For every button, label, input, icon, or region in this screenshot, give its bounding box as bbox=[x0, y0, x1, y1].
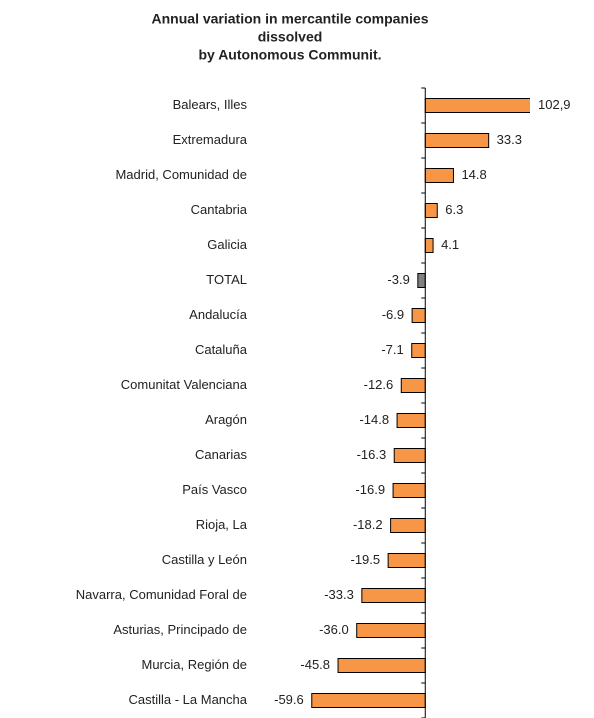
value-label: -7.1 bbox=[381, 342, 403, 357]
value-label: 102,9 bbox=[538, 97, 571, 112]
value-label: 33.3 bbox=[497, 132, 522, 147]
value-label: -33.3 bbox=[324, 587, 354, 602]
value-label: -59.6 bbox=[274, 692, 304, 707]
y-tick-label: Rioja, La bbox=[196, 517, 248, 532]
value-label: 14.8 bbox=[461, 167, 486, 182]
chart-title: by Autonomous Communit. bbox=[198, 47, 381, 63]
y-tick-label: Cataluña bbox=[195, 342, 248, 357]
y-tick-label: Galicia bbox=[207, 237, 248, 252]
bar bbox=[387, 553, 426, 568]
y-tick-label: Extremadura bbox=[173, 132, 248, 147]
y-tick-label: Aragón bbox=[205, 412, 247, 427]
value-label: -16.3 bbox=[357, 447, 387, 462]
bar bbox=[356, 623, 426, 638]
bar bbox=[390, 518, 426, 533]
bar bbox=[392, 483, 426, 498]
value-label: -36.0 bbox=[319, 622, 349, 637]
y-tick-label: País Vasco bbox=[182, 482, 247, 497]
value-label: 4.1 bbox=[441, 237, 459, 252]
bar bbox=[411, 308, 426, 323]
bar bbox=[424, 168, 454, 183]
value-label: -18.2 bbox=[353, 517, 383, 532]
chart-title: dissolved bbox=[258, 29, 323, 45]
y-tick-label: Cantabria bbox=[191, 202, 248, 217]
value-label: 6.3 bbox=[445, 202, 463, 217]
plot-area bbox=[311, 98, 530, 708]
value-label: -16.9 bbox=[355, 482, 385, 497]
y-tick-label: Murcia, Región de bbox=[142, 657, 248, 672]
y-tick-label: TOTAL bbox=[206, 272, 247, 287]
y-tick-label: Balears, Illes bbox=[173, 97, 248, 112]
value-label: -19.5 bbox=[350, 552, 380, 567]
bar bbox=[337, 658, 426, 673]
bar bbox=[411, 343, 426, 358]
bar bbox=[396, 413, 426, 428]
bar bbox=[417, 273, 426, 288]
chart-title: Annual variation in mercantile companies bbox=[152, 11, 429, 27]
value-label: -14.8 bbox=[359, 412, 389, 427]
bar bbox=[311, 693, 426, 708]
bar bbox=[424, 203, 438, 218]
bar bbox=[424, 238, 434, 253]
value-label: -6.9 bbox=[382, 307, 404, 322]
y-tick-label: Asturias, Principado de bbox=[113, 622, 247, 637]
bar bbox=[361, 588, 426, 603]
bar bbox=[400, 378, 426, 393]
y-tick-label: Canarias bbox=[195, 447, 248, 462]
y-tick-label: Navarra, Comunidad Foral de bbox=[76, 587, 247, 602]
bar bbox=[424, 133, 490, 148]
value-label: -12.6 bbox=[364, 377, 394, 392]
y-tick-label: Castilla y León bbox=[162, 552, 247, 567]
y-tick-label: Comunitat Valenciana bbox=[121, 377, 248, 392]
y-tick-label: Castilla - La Mancha bbox=[129, 692, 248, 707]
y-tick-label: Andalucía bbox=[189, 307, 248, 322]
value-label: -3.9 bbox=[387, 272, 409, 287]
bar bbox=[393, 448, 426, 463]
y-tick-label: Madrid, Comunidad de bbox=[115, 167, 247, 182]
value-label: -45.8 bbox=[300, 657, 330, 672]
